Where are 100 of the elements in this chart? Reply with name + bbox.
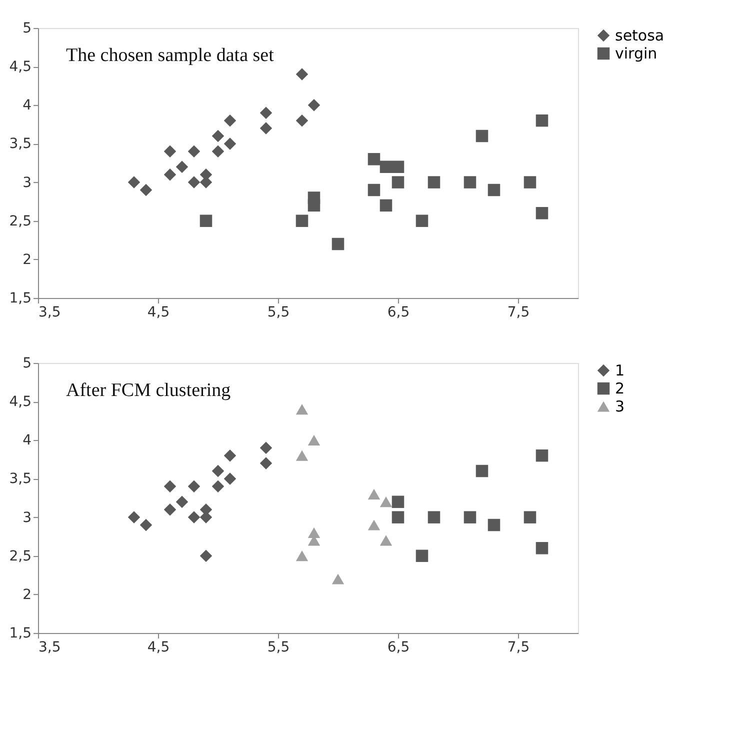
- y-tick-label: 3,5: [9, 136, 32, 152]
- y-tick-label: 2: [22, 586, 32, 603]
- x-tick-label: 6,5: [387, 640, 410, 656]
- text: After FCM clustering: [66, 380, 232, 401]
- y-tick-label: 2: [22, 252, 32, 268]
- y-tick-label: 4: [22, 432, 32, 449]
- x-tick-label: 4,5: [147, 640, 170, 656]
- point: [428, 176, 440, 188]
- point: [464, 176, 476, 188]
- point: [380, 535, 392, 546]
- point: [224, 114, 236, 127]
- point: [140, 518, 152, 532]
- point: [224, 472, 236, 485]
- y-tick-label: 4,5: [9, 59, 32, 76]
- y-tick-label: 4,5: [9, 394, 32, 410]
- point: [536, 114, 548, 127]
- point: [488, 518, 500, 532]
- point: [128, 176, 140, 188]
- x-tick-label: 4,5: [147, 304, 170, 320]
- point: [260, 122, 272, 134]
- point: [308, 434, 320, 446]
- y-tick-label: 3: [22, 510, 32, 526]
- point: [188, 176, 200, 188]
- point: [476, 130, 488, 142]
- point: [164, 168, 176, 181]
- point: [536, 207, 548, 220]
- x-tick-label: 3,5: [38, 640, 61, 656]
- y-tick-label: 5: [22, 20, 32, 36]
- y-tick-label: 1,5: [9, 290, 32, 306]
- point: [128, 511, 140, 524]
- point: [392, 176, 404, 188]
- point: [416, 214, 428, 227]
- y-tick-label: 3: [22, 174, 32, 191]
- x-tick-label: 3,5: [38, 304, 61, 320]
- point: [212, 480, 224, 493]
- point: [308, 99, 320, 112]
- legend-label: virgin: [615, 44, 658, 62]
- point: [212, 130, 224, 142]
- point: [368, 488, 380, 500]
- y-tick-label: 4: [22, 98, 32, 114]
- point: [476, 464, 488, 478]
- point: [212, 464, 224, 478]
- point: [308, 199, 320, 212]
- point: [536, 449, 548, 462]
- point: [380, 160, 392, 173]
- x-tick-label: 7,5: [507, 640, 530, 656]
- point: [164, 145, 176, 158]
- point: [164, 503, 176, 516]
- y-tick-label: 2,5: [9, 548, 32, 564]
- point: [260, 106, 272, 119]
- point: [296, 68, 308, 80]
- point: [368, 184, 380, 196]
- point: [416, 550, 428, 562]
- legend-label: 1: [615, 362, 625, 380]
- point: [428, 511, 440, 524]
- point: [392, 511, 404, 524]
- x-tick-label: 6,5: [387, 304, 410, 320]
- point: [176, 160, 188, 173]
- point: [464, 511, 476, 524]
- x-tick-label: 5,5: [267, 640, 290, 656]
- point: [488, 184, 500, 196]
- point: [296, 450, 308, 461]
- point: [380, 199, 392, 212]
- y-tick-label: 5: [22, 356, 32, 372]
- point: [524, 511, 536, 524]
- point: [224, 449, 236, 462]
- legend-label: 2: [615, 380, 625, 398]
- y-tick-label: 2,5: [9, 213, 32, 230]
- point: [380, 496, 392, 508]
- point: [188, 480, 200, 493]
- point: [368, 153, 380, 166]
- x-tick-label: 5,5: [267, 304, 290, 320]
- point: [296, 114, 308, 127]
- x-tick-label: 7,5: [507, 304, 530, 320]
- y-tick-label: 1,5: [9, 626, 32, 642]
- legend-label: 3: [615, 398, 625, 416]
- point: [368, 520, 380, 530]
- point: [260, 457, 272, 470]
- point: [212, 145, 224, 158]
- point: [296, 550, 308, 562]
- point: [188, 511, 200, 524]
- point: [392, 160, 404, 173]
- point: [176, 496, 188, 508]
- point: [200, 550, 212, 562]
- y-tick-label: 3,5: [9, 471, 32, 488]
- point: [332, 574, 344, 584]
- text: The chosen sample data set: [66, 45, 275, 66]
- point: [536, 542, 548, 554]
- point: [308, 527, 320, 538]
- point: [224, 138, 236, 150]
- point: [140, 184, 152, 196]
- point: [296, 214, 308, 227]
- point: [164, 480, 176, 493]
- point: [524, 176, 536, 188]
- point: [188, 145, 200, 158]
- point: [392, 496, 404, 508]
- point: [260, 442, 272, 454]
- point: [332, 238, 344, 250]
- point: [200, 214, 212, 227]
- point: [296, 404, 308, 415]
